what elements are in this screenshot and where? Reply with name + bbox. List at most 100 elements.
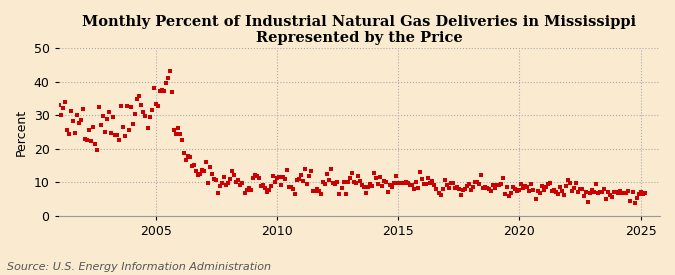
Point xyxy=(358,184,369,189)
Point xyxy=(456,192,466,197)
Point xyxy=(454,187,464,191)
Point xyxy=(90,142,101,147)
Point xyxy=(190,169,201,173)
Point xyxy=(528,188,539,192)
Point xyxy=(526,182,537,186)
Point xyxy=(334,192,345,197)
Point xyxy=(328,181,339,185)
Point xyxy=(227,169,238,173)
Point xyxy=(534,191,545,195)
Point xyxy=(302,182,313,186)
Point xyxy=(196,167,207,172)
Point xyxy=(510,187,520,191)
Point xyxy=(332,180,343,184)
Point xyxy=(59,100,70,104)
Point xyxy=(585,190,595,195)
Point xyxy=(154,89,165,93)
Point xyxy=(178,151,189,156)
Point xyxy=(182,153,193,158)
Point xyxy=(635,189,646,194)
Point xyxy=(78,107,88,111)
Point xyxy=(595,189,605,194)
Point xyxy=(314,189,325,193)
Y-axis label: Percent: Percent xyxy=(15,109,28,156)
Point xyxy=(160,81,171,85)
Point xyxy=(405,183,416,188)
Point xyxy=(583,199,593,204)
Point xyxy=(324,178,335,183)
Point xyxy=(241,188,252,192)
Point xyxy=(617,191,628,195)
Point xyxy=(623,189,634,194)
Point xyxy=(385,183,396,187)
Point xyxy=(172,126,183,130)
Point xyxy=(126,105,137,109)
Point xyxy=(476,172,487,177)
Point xyxy=(144,115,155,120)
Point xyxy=(158,89,169,94)
Point xyxy=(437,186,448,191)
Point xyxy=(450,186,460,191)
Point xyxy=(487,183,498,187)
Point xyxy=(284,185,294,189)
Point xyxy=(138,110,149,114)
Point xyxy=(601,197,612,201)
Point xyxy=(168,128,179,132)
Point xyxy=(53,103,64,108)
Point xyxy=(290,192,300,196)
Point xyxy=(57,106,68,111)
Point xyxy=(483,186,494,191)
Point xyxy=(367,184,377,188)
Point xyxy=(170,132,181,136)
Point xyxy=(554,184,565,189)
Point xyxy=(255,184,266,188)
Point xyxy=(478,185,489,190)
Point xyxy=(63,132,74,136)
Point xyxy=(102,117,113,122)
Point xyxy=(605,193,616,197)
Point xyxy=(613,191,624,196)
Point xyxy=(72,113,82,117)
Point xyxy=(251,174,262,178)
Point xyxy=(269,179,280,184)
Point xyxy=(146,108,157,112)
Point xyxy=(88,124,99,129)
Point xyxy=(514,188,524,192)
Point xyxy=(425,180,436,185)
Point xyxy=(231,180,242,184)
Point xyxy=(560,184,571,188)
Point xyxy=(174,132,185,136)
Point xyxy=(458,188,468,192)
Point xyxy=(198,169,209,173)
Point xyxy=(427,179,438,183)
Point xyxy=(362,185,373,189)
Point xyxy=(542,182,553,186)
Point xyxy=(243,186,254,190)
Point xyxy=(615,189,626,193)
Point xyxy=(364,182,375,186)
Point xyxy=(207,171,217,176)
Point xyxy=(452,185,462,189)
Point xyxy=(369,171,379,176)
Point xyxy=(491,183,502,187)
Point xyxy=(480,185,491,189)
Point xyxy=(211,178,221,183)
Point xyxy=(344,175,355,180)
Point xyxy=(298,179,308,183)
Point xyxy=(312,186,323,191)
Point xyxy=(84,127,95,132)
Point xyxy=(421,182,432,186)
Point xyxy=(142,126,153,130)
Point xyxy=(148,86,159,90)
Point xyxy=(540,185,551,189)
Point xyxy=(176,138,187,142)
Point xyxy=(74,121,84,125)
Point xyxy=(128,121,139,126)
Point xyxy=(104,110,115,114)
Point xyxy=(65,109,76,113)
Point xyxy=(82,138,92,142)
Point xyxy=(580,190,591,194)
Point xyxy=(213,190,223,195)
Point xyxy=(192,173,203,177)
Point xyxy=(281,168,292,172)
